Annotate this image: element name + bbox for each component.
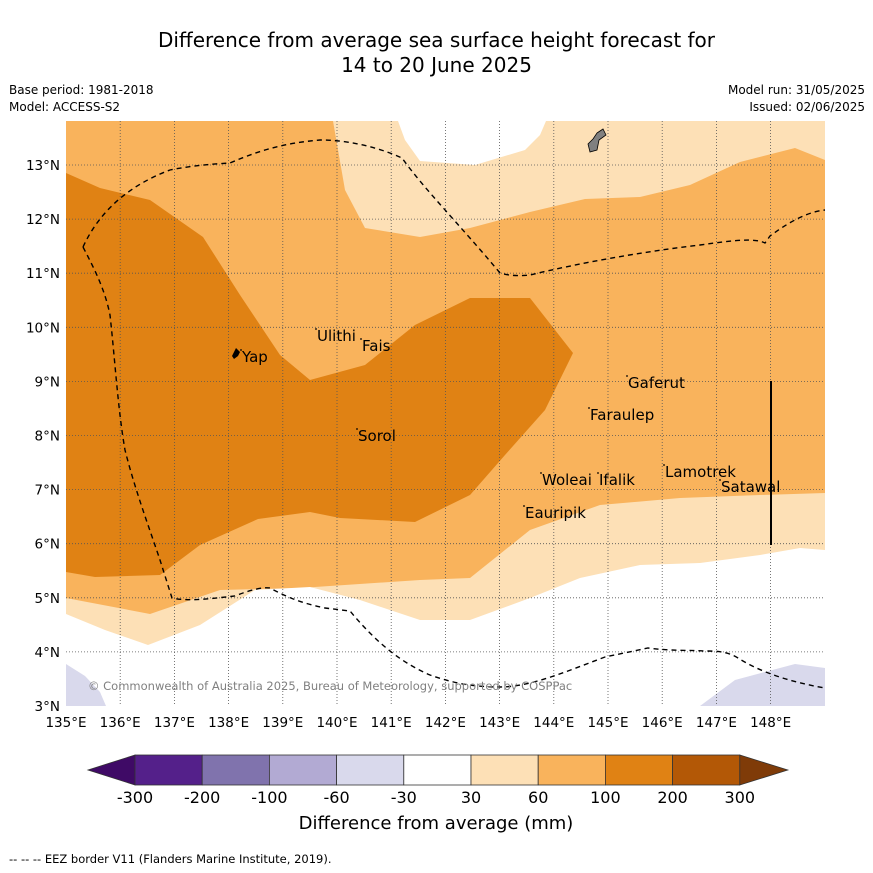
eez-border-north: [82, 139, 825, 277]
colorbar-bin: [403, 754, 472, 786]
place-dot: [360, 338, 362, 340]
place-dot: [240, 349, 242, 351]
colorbar-bin: [605, 754, 674, 786]
place-label-yap: Yap: [241, 348, 268, 366]
place-label-eauripik: Eauripik: [525, 504, 586, 522]
chart-title: Difference from average sea surface heig…: [0, 28, 873, 78]
graticule: [66, 121, 825, 706]
lon-label: 142°E: [425, 715, 466, 731]
contour-negative-sw: [66, 664, 106, 706]
colorbar-bin: [672, 754, 741, 786]
longitude-labels: 135°E 136°E 137°E 138°E 139°E 140°E 141°E 142°E…: [45, 715, 791, 731]
copyright-text: © Commonwealth of Australia 2025, Bureau…: [88, 679, 572, 693]
colorbar-tick-label: -200: [184, 788, 221, 807]
lat-label: 11°N: [26, 266, 60, 282]
lat-label: 13°N: [26, 158, 60, 174]
lon-label: 147°E: [696, 715, 737, 731]
colorbar-tick-label: 60: [528, 788, 549, 807]
colorbar-tick-label: 200: [657, 788, 688, 807]
guam-island: [587, 128, 607, 153]
lat-label: 4°N: [35, 645, 60, 661]
lat-label: 10°N: [26, 320, 60, 336]
lat-label: 8°N: [35, 429, 60, 445]
place-dot: [719, 479, 721, 481]
place-label-ulithi: Ulithi: [317, 327, 356, 345]
title-line-1: Difference from average sea surface heig…: [157, 28, 716, 52]
lon-label: 148°E: [750, 715, 791, 731]
title-line-2: 14 to 20 June 2025: [341, 53, 532, 77]
footer-note: -- -- -- EEZ border V11 (Flanders Marine…: [9, 852, 332, 866]
colorbar-bin: [268, 754, 337, 786]
issued-date: Issued: 02/06/2025: [749, 100, 865, 114]
colorbar-bin: [537, 754, 606, 786]
place-label-faraulep: Faraulep: [590, 406, 654, 424]
lon-label: 140°E: [316, 715, 357, 731]
contour-100-200: [66, 173, 573, 577]
place-label-woleai: Woleai: [542, 471, 592, 489]
colorbar: [86, 754, 790, 786]
lon-label: 137°E: [154, 715, 195, 731]
contour-map: [66, 121, 825, 706]
colorbar-tick-label: 100: [590, 788, 621, 807]
place-label-lamotrek: Lamotrek: [665, 463, 736, 481]
colorbar-title: Difference from average (mm): [298, 813, 574, 834]
place-dot: [315, 328, 317, 330]
lat-label: 7°N: [35, 483, 60, 499]
eez-border: [82, 246, 825, 689]
lat-label: 6°N: [35, 537, 60, 553]
place-dot: [356, 428, 358, 430]
yap-island: [232, 348, 240, 359]
base-period: Base period: 1981-2018: [9, 83, 154, 97]
model-name: Model: ACCESS-S2: [9, 100, 121, 114]
place-label-fais: Fais: [362, 337, 391, 355]
place-dot: [588, 407, 590, 409]
lat-label: 9°N: [35, 374, 60, 390]
colorbar-tick-label: -60: [323, 788, 350, 807]
place-dot: [597, 472, 599, 474]
lat-label: 12°N: [26, 212, 60, 228]
lat-label: 3°N: [35, 699, 60, 715]
colorbar-extend-min: [86, 754, 136, 786]
lon-label: 146°E: [642, 715, 683, 731]
place-dot: [663, 464, 665, 466]
contour-neutral-south: [66, 548, 825, 706]
colorbar-tick-label: -300: [116, 788, 154, 807]
colorbar-bin: [201, 754, 270, 786]
place-labels: Yap Ulithi Fais Gaferut Faraulep Sorol Woleai I…: [241, 327, 780, 522]
colorbar-tick-label: -30: [390, 788, 417, 807]
lon-label: 141°E: [371, 715, 412, 731]
lon-label: 145°E: [587, 715, 628, 731]
place-dot: [523, 505, 525, 507]
place-label-ifalik: Ifalik: [599, 471, 635, 489]
meta-right: Model run: 31/05/2025 Issued: 02/06/2025: [728, 82, 865, 116]
colorbar-extend-max: [739, 754, 790, 786]
colorbar-tick-label: 300: [724, 788, 756, 807]
place-label-satawal: Satawal: [721, 478, 780, 496]
colorbar-tick-label: 30: [460, 788, 482, 807]
lon-label: 143°E: [479, 715, 520, 731]
colorbar-tick-label: -100: [251, 788, 288, 807]
lon-label: 138°E: [208, 715, 249, 731]
lon-label: 144°E: [533, 715, 574, 731]
place-markers: [240, 328, 721, 507]
place-label-gaferut: Gaferut: [628, 374, 685, 392]
place-label-sorol: Sorol: [358, 427, 396, 445]
place-dot: [540, 472, 542, 474]
model-run: Model run: 31/05/2025: [727, 83, 865, 97]
place-dot: [626, 375, 628, 377]
lat-label: 5°N: [35, 591, 60, 607]
colorbar-bin: [470, 754, 539, 786]
lon-label: 135°E: [45, 715, 86, 731]
colorbar-bin: [336, 754, 405, 786]
lon-label: 139°E: [262, 715, 303, 731]
contour-negative-se: [700, 664, 825, 706]
colorbar-bin: [134, 754, 203, 786]
lon-label: 136°E: [100, 715, 141, 731]
contour-neutral-north: [398, 121, 546, 165]
latitude-labels: 13°N 12°N 11°N 10°N 9°N 8°N 7°N 6°N 5°N 4°N 3°N: [26, 158, 60, 715]
meta-left: Base period: 1981-2018 Model: ACCESS-S2: [9, 82, 154, 116]
